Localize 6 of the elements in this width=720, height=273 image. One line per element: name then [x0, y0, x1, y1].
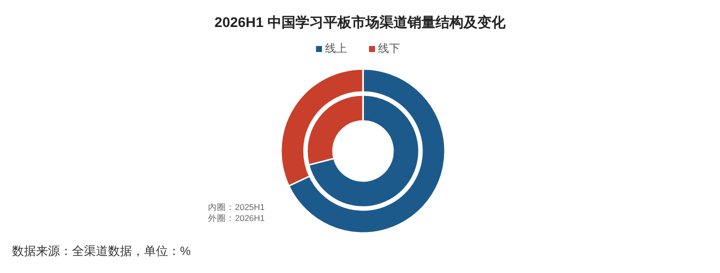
legend-label: 线上	[324, 42, 347, 56]
legend-label: 线下	[377, 42, 400, 56]
text: 外圈：2026H1	[208, 213, 265, 224]
source-note: 数据来源：全渠道数据，单位：%	[12, 243, 191, 260]
chart-title: 2026H1 中国学习平板市场渠道销量结构及变化	[214, 14, 506, 32]
text: 内圈：2025H1	[208, 202, 265, 213]
